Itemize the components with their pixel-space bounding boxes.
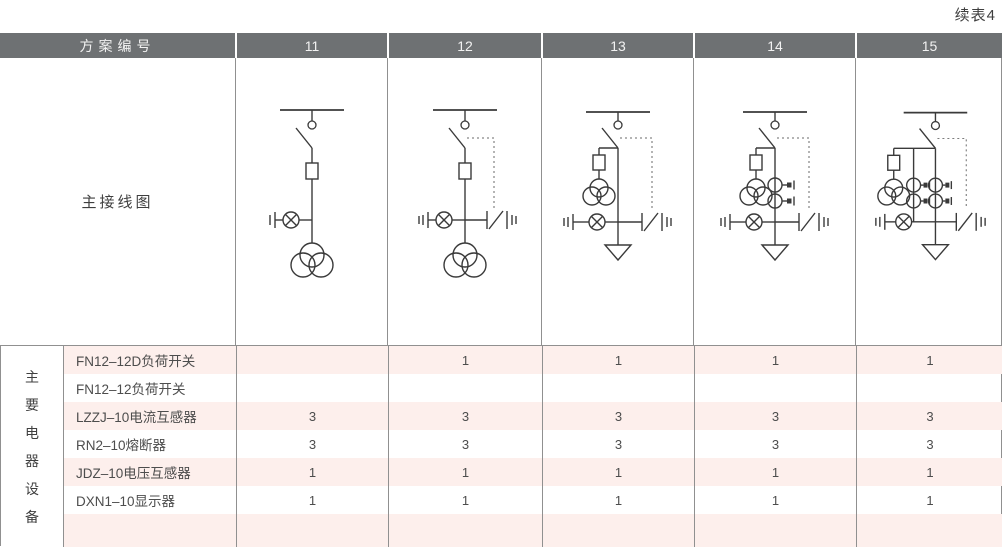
value-cell bbox=[236, 346, 388, 374]
continuation-label: 续表4 bbox=[954, 7, 996, 24]
value-cell bbox=[694, 374, 856, 402]
group-char: 要 bbox=[25, 396, 39, 413]
value-cell: 3 bbox=[694, 430, 856, 458]
main-diagram-row: 主接线图 bbox=[0, 58, 1002, 345]
value-cell bbox=[542, 514, 694, 547]
header-scheme-13: 13 bbox=[541, 33, 693, 58]
header-scheme-number-label: 方案编号 bbox=[0, 33, 235, 58]
value-cell bbox=[236, 514, 388, 547]
diagram-scheme-14 bbox=[719, 111, 829, 262]
value-cell: 3 bbox=[542, 430, 694, 458]
equipment-name bbox=[64, 514, 236, 547]
value-cell bbox=[388, 374, 542, 402]
value-cell bbox=[542, 374, 694, 402]
value-cell: 3 bbox=[694, 402, 856, 430]
diagram-scheme-13 bbox=[562, 111, 672, 262]
value-cell: 3 bbox=[388, 402, 542, 430]
value-cell: 1 bbox=[388, 486, 542, 514]
value-cell: 3 bbox=[856, 402, 1002, 430]
value-cell: 1 bbox=[388, 458, 542, 486]
value-cell: 1 bbox=[236, 458, 388, 486]
value-cell: 1 bbox=[542, 486, 694, 514]
value-cell bbox=[236, 374, 388, 402]
equipment-group-label: 主 要 电 器 设 备 bbox=[1, 346, 64, 547]
diagram-scheme-15 bbox=[875, 111, 986, 261]
value-cell: 1 bbox=[856, 458, 1002, 486]
header-scheme-11: 11 bbox=[235, 33, 387, 58]
header-scheme-12: 12 bbox=[387, 33, 541, 58]
diagram-cell-13 bbox=[541, 58, 693, 345]
value-cell bbox=[694, 514, 856, 547]
header-scheme-15: 15 bbox=[855, 33, 1002, 58]
group-char: 电 bbox=[25, 424, 39, 441]
value-cell: 3 bbox=[236, 430, 388, 458]
equipment-name: LZZJ–10电流互感器 bbox=[64, 402, 236, 430]
group-char: 器 bbox=[25, 452, 39, 469]
value-cell bbox=[856, 514, 1002, 547]
header-scheme-14: 14 bbox=[693, 33, 855, 58]
value-cell: 1 bbox=[542, 346, 694, 374]
equipment-name: FN12–12负荷开关 bbox=[76, 382, 186, 397]
diagram-cell-15 bbox=[855, 58, 1002, 345]
group-char: 设 bbox=[25, 480, 39, 497]
equipment-name: RN2–10熔断器 bbox=[76, 438, 167, 453]
value-cell: 1 bbox=[542, 458, 694, 486]
diagram-cell-14 bbox=[693, 58, 855, 345]
value-cell bbox=[388, 514, 542, 547]
main-diagram-label: 主接线图 bbox=[81, 194, 154, 211]
value-cell: 1 bbox=[388, 346, 542, 374]
diagram-scheme-11 bbox=[268, 109, 344, 278]
diagram-cell-12 bbox=[387, 58, 541, 345]
diagram-scheme-12 bbox=[417, 109, 517, 278]
value-cell: 1 bbox=[694, 486, 856, 514]
value-cell: 1 bbox=[856, 346, 1002, 374]
equipment-table: 主 要 电 器 设 备 FN12–12D负荷开关 1 1 1 1 FN12–12… bbox=[0, 345, 1002, 547]
value-cell: 1 bbox=[694, 458, 856, 486]
group-char: 主 bbox=[25, 368, 39, 385]
diagram-cell-11 bbox=[235, 58, 387, 345]
value-cell bbox=[856, 374, 1002, 402]
equipment-name: FN12–12D负荷开关 bbox=[64, 346, 236, 374]
value-cell: 1 bbox=[236, 486, 388, 514]
value-cell: 3 bbox=[542, 402, 694, 430]
equipment-name: JDZ–10电压互感器 bbox=[64, 458, 236, 486]
value-cell: 3 bbox=[856, 430, 1002, 458]
value-cell: 3 bbox=[388, 430, 542, 458]
value-cell: 3 bbox=[236, 402, 388, 430]
equipment-name: DXN1–10显示器 bbox=[76, 494, 176, 509]
value-cell: 1 bbox=[694, 346, 856, 374]
value-cell: 1 bbox=[856, 486, 1002, 514]
group-char: 备 bbox=[25, 508, 39, 525]
table-header: 方案编号 11 12 13 14 15 bbox=[0, 33, 1002, 58]
